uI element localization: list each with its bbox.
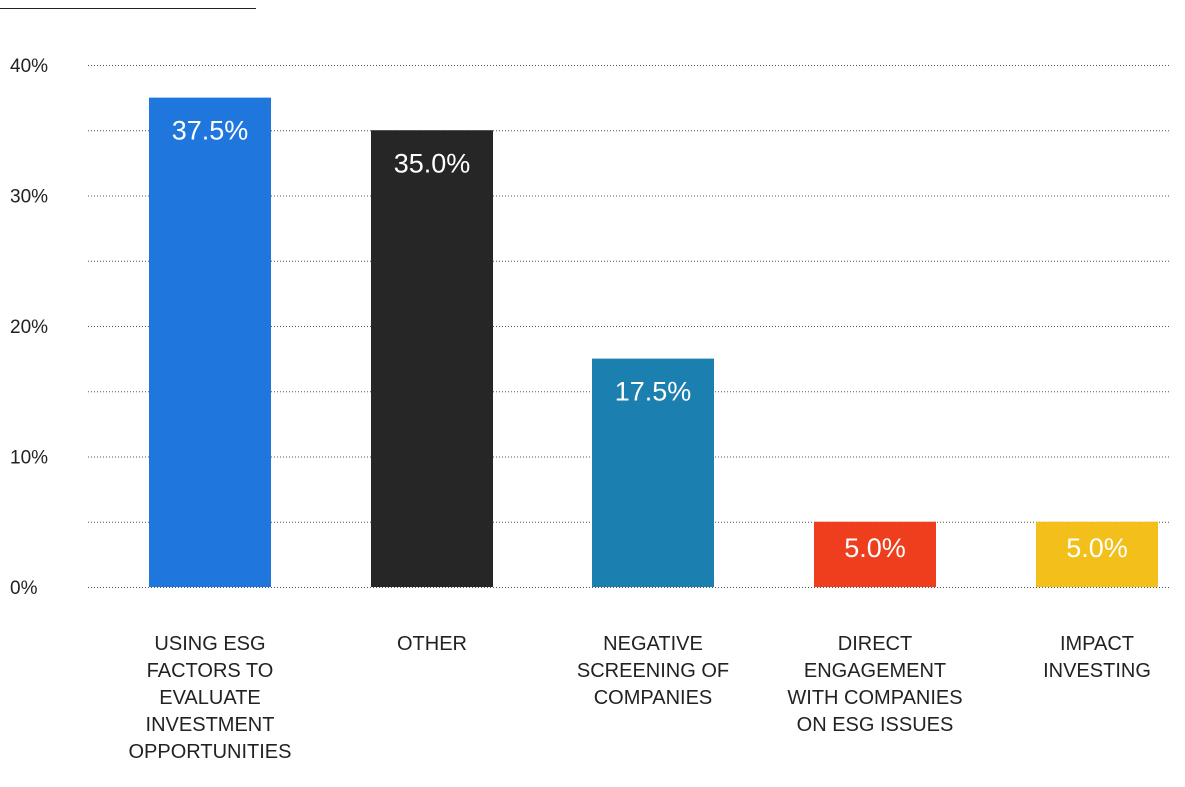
- category-label-line: WITH COMPANIES: [787, 687, 962, 709]
- data-label: 5.0%: [844, 533, 906, 563]
- category-label-line: OTHER: [397, 633, 467, 655]
- category-label: OTHER: [397, 633, 467, 655]
- category-label-line: IMPACT: [1060, 633, 1134, 655]
- bar: [371, 130, 493, 587]
- category-label-line: INVESTING: [1043, 660, 1151, 682]
- data-label: 37.5%: [172, 116, 249, 146]
- bar: [149, 97, 271, 587]
- bar: [1036, 521, 1158, 587]
- category-label-line: COMPANIES: [594, 687, 713, 709]
- category-label-line: SCREENING OF: [577, 660, 729, 682]
- category-label: IMPACT INVESTING: [1043, 633, 1151, 682]
- category-label-line: ENGAGEMENT: [804, 660, 946, 682]
- category-label-line: ON ESG ISSUES: [797, 714, 954, 736]
- data-label: 5.0%: [1066, 533, 1128, 563]
- category-label: USING ESG FACTORS TO EVALUATE INVESTMENT OPP…: [129, 633, 292, 763]
- y-tick-label: 30%: [10, 187, 48, 208]
- category-label-line: NEGATIVE: [603, 633, 703, 655]
- bar: [592, 358, 714, 587]
- data-label: 17.5%: [615, 377, 692, 407]
- category-label-line: USING ESG: [154, 633, 265, 655]
- category-label-line: INVESTMENT: [146, 714, 275, 736]
- y-tick-label: 10%: [10, 448, 48, 469]
- category-label-line: EVALUATE: [159, 687, 261, 709]
- bar: [814, 521, 936, 587]
- category-label: NEGATIVE SCREENING OF COMPANIES: [577, 633, 729, 709]
- category-label-line: DIRECT: [838, 633, 912, 655]
- top-rule: [0, 8, 256, 9]
- category-label-line: FACTORS TO: [147, 660, 274, 682]
- y-tick-label: 20%: [10, 317, 48, 338]
- category-label-line: OPPORTUNITIES: [129, 741, 292, 763]
- data-label: 35.0%: [394, 148, 471, 178]
- category-label: DIRECT ENGAGEMENT WITH COMPANIES ON ESG ISS…: [787, 633, 962, 736]
- y-tick-label: 0%: [10, 578, 38, 599]
- y-tick-label: 40%: [10, 56, 48, 77]
